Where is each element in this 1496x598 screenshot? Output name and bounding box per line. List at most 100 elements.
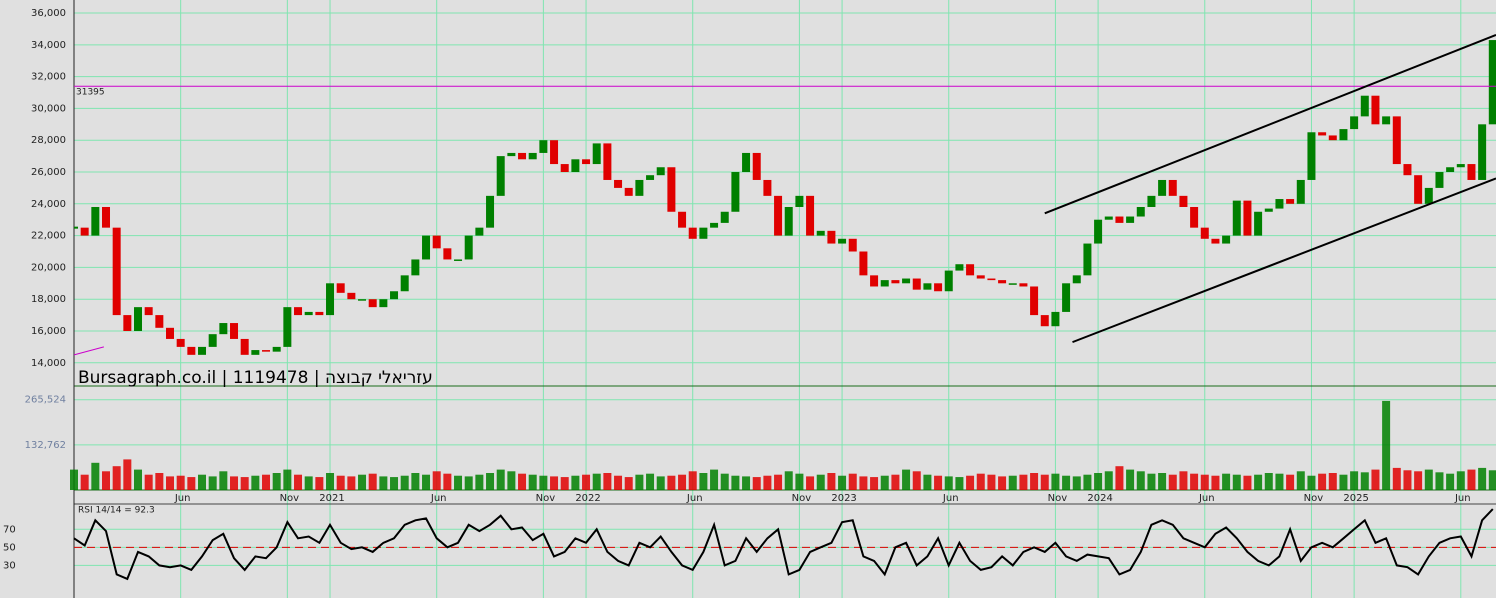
volume-bar xyxy=(838,475,847,490)
price-bar xyxy=(678,211,687,228)
price-bar xyxy=(134,307,143,331)
y-tick-label: 70 xyxy=(3,524,16,535)
volume-bar xyxy=(294,474,303,490)
volume-bar xyxy=(1019,474,1028,490)
price-bar xyxy=(742,152,751,173)
y-tick-label: 28,000 xyxy=(31,135,66,146)
volume-bar xyxy=(1382,400,1391,490)
price-bar xyxy=(550,140,559,165)
price-bar xyxy=(112,227,121,316)
price-bar xyxy=(411,259,420,276)
volume-bar xyxy=(1403,470,1412,490)
volume-bar xyxy=(720,473,729,490)
price-bar xyxy=(358,299,367,301)
price-bar xyxy=(827,230,836,244)
price-bar xyxy=(1083,243,1092,276)
price-bar xyxy=(710,222,719,228)
price-bar xyxy=(1115,216,1124,223)
price-bar xyxy=(219,323,228,335)
volume-bar xyxy=(454,475,463,490)
volume-bar xyxy=(1350,471,1359,490)
y-tick-label: 16,000 xyxy=(31,326,66,337)
price-bar xyxy=(1158,179,1167,196)
price-bar xyxy=(859,251,868,276)
price-bar xyxy=(646,175,655,180)
price-bar xyxy=(1350,116,1359,130)
x-tick-label: Nov xyxy=(792,493,812,504)
volume-bar xyxy=(336,475,345,490)
volume-bar xyxy=(80,474,89,490)
volume-bar xyxy=(1115,466,1124,490)
price-bar xyxy=(1339,129,1348,141)
price-bar xyxy=(774,195,783,236)
x-tick-label: 2022 xyxy=(575,493,600,504)
x-tick-label: 2023 xyxy=(831,493,856,504)
price-bar xyxy=(934,283,943,292)
volume-bar xyxy=(667,475,676,490)
price-bar xyxy=(1243,200,1252,236)
volume-bar xyxy=(187,477,196,490)
x-tick-label: Nov xyxy=(536,493,556,504)
volume-bar xyxy=(358,474,367,490)
x-tick-label: Jun xyxy=(686,493,703,504)
price-bar xyxy=(262,350,271,352)
volume-bar xyxy=(1104,471,1113,490)
volume-bar xyxy=(571,475,580,490)
x-tick-label: 2025 xyxy=(1343,493,1368,504)
volume-bar xyxy=(464,476,473,490)
volume-bar xyxy=(1371,469,1380,490)
volume-bar xyxy=(315,477,324,490)
price-bar xyxy=(102,206,111,228)
volume-bar xyxy=(1200,474,1209,490)
price-bar xyxy=(336,283,345,293)
volume-bar xyxy=(496,469,505,490)
price-bar xyxy=(1211,238,1220,244)
y-tick-label: 30,000 xyxy=(31,103,66,114)
volume-bar xyxy=(507,471,516,490)
x-tick-label: Jun xyxy=(430,493,447,504)
volume-bar xyxy=(251,475,260,490)
y-tick-label: 265,524 xyxy=(25,395,66,406)
level-label: 31395 xyxy=(76,88,105,98)
x-tick-label: 2024 xyxy=(1087,493,1112,504)
y-tick-label: 14,000 xyxy=(31,358,66,369)
volume-bar xyxy=(1051,473,1060,490)
volume-bar xyxy=(688,471,697,490)
price-bar xyxy=(1456,164,1465,168)
volume-bar xyxy=(475,474,484,490)
price-bar xyxy=(1104,216,1113,220)
volume-bar xyxy=(1008,475,1017,490)
price-bar xyxy=(1254,211,1263,236)
price-bar xyxy=(379,299,388,308)
price-bar xyxy=(1296,179,1305,204)
price-bar xyxy=(1478,124,1487,180)
volume-bar xyxy=(1126,469,1135,490)
volume-bar xyxy=(1296,471,1305,490)
y-tick-label: 22,000 xyxy=(31,231,66,242)
price-bar xyxy=(1222,235,1231,244)
volume-bar xyxy=(795,473,804,490)
volume-bar xyxy=(1254,474,1263,490)
price-bar xyxy=(1467,164,1476,180)
volume-bar xyxy=(443,473,452,490)
volume-bar xyxy=(1136,471,1145,490)
price-bar xyxy=(976,275,985,279)
volume-bar xyxy=(176,475,185,490)
volume-bar xyxy=(1275,473,1284,490)
price-bar xyxy=(496,156,505,196)
volume-bar xyxy=(112,466,121,490)
price-bar xyxy=(1275,199,1284,209)
price-bar xyxy=(326,283,335,316)
price-bar xyxy=(208,334,217,347)
volume-bar xyxy=(966,475,975,490)
price-bar xyxy=(998,280,1007,284)
volume-bar xyxy=(347,476,356,490)
price-bar xyxy=(880,280,889,287)
price-bar xyxy=(902,278,911,284)
x-tick-label: Nov xyxy=(280,493,300,504)
price-bar xyxy=(838,238,847,244)
volume-bar xyxy=(1158,473,1167,490)
price-bar xyxy=(155,315,164,328)
volume-bar xyxy=(1286,474,1295,490)
